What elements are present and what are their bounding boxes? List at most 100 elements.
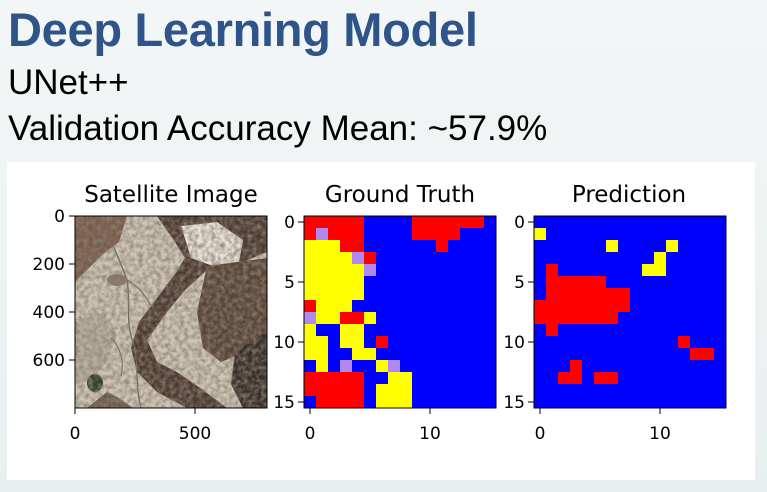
prediction-cell	[606, 336, 619, 349]
prediction-cell	[534, 276, 547, 289]
ground-truth-cell	[340, 216, 353, 229]
ground-truth-cell	[376, 324, 389, 337]
prediction-cell	[690, 276, 703, 289]
page-title: Deep Learning Model	[8, 3, 478, 56]
prediction-cell	[606, 360, 619, 373]
prediction-cell	[630, 396, 643, 409]
prediction-cell	[594, 300, 607, 313]
prediction-cell	[642, 228, 655, 241]
ground-truth-cell	[412, 252, 425, 265]
prediction-cell	[582, 396, 595, 409]
prediction-mask	[534, 216, 727, 409]
prediction-cell	[570, 348, 583, 361]
prediction-cell	[558, 336, 571, 349]
ground-truth-cell	[352, 228, 365, 241]
ground-truth-cell	[376, 396, 389, 409]
prediction-cell	[654, 384, 667, 397]
ground-truth-cell	[304, 216, 317, 229]
ground-truth-ytick: 0	[284, 213, 295, 233]
prediction-cell	[570, 384, 583, 397]
ground-truth-cell	[304, 264, 317, 277]
ground-truth-cell	[388, 288, 401, 301]
satellite-ytick: 400	[33, 303, 65, 323]
prediction-cell	[714, 288, 727, 301]
ground-truth-cell	[436, 396, 449, 409]
ground-truth-cell	[304, 372, 317, 385]
ground-truth-cell	[304, 324, 317, 337]
ground-truth-cell	[352, 336, 365, 349]
ground-truth-cell	[400, 264, 413, 277]
ground-truth-cell	[352, 300, 365, 313]
prediction-cell	[534, 348, 547, 361]
ground-truth-cell	[328, 264, 341, 277]
prediction-cell	[714, 312, 727, 325]
ground-truth-cell	[352, 360, 365, 373]
ground-truth-cell	[448, 360, 461, 373]
prediction-cell	[534, 228, 547, 241]
prediction-cell	[690, 396, 703, 409]
prediction-cell	[630, 324, 643, 337]
prediction-cell	[714, 252, 727, 265]
prediction-cell	[618, 252, 631, 265]
prediction-cell	[570, 288, 583, 301]
ground-truth-cell	[376, 384, 389, 397]
ground-truth-cell	[448, 396, 461, 409]
prediction-cell	[714, 228, 727, 241]
prediction-cell	[618, 216, 631, 229]
ground-truth-cell	[376, 312, 389, 325]
prediction-cell	[558, 384, 571, 397]
prediction-cell	[702, 216, 715, 229]
prediction-cell	[666, 264, 679, 277]
prediction-cell	[678, 396, 691, 409]
ground-truth-cell	[328, 276, 341, 289]
prediction-cell	[570, 228, 583, 241]
prediction-cell	[654, 372, 667, 385]
ground-truth-cell	[388, 396, 401, 409]
prediction-cell	[690, 372, 703, 385]
prediction-cell	[642, 276, 655, 289]
ground-truth-cell	[400, 312, 413, 325]
prediction-cell	[618, 384, 631, 397]
ground-truth-cell	[364, 372, 377, 385]
ground-truth-cell	[328, 240, 341, 253]
prediction-cell	[558, 288, 571, 301]
prediction-cell	[642, 396, 655, 409]
ground-truth-cell	[352, 240, 365, 253]
prediction-cell	[690, 324, 703, 337]
ground-truth-cell	[448, 384, 461, 397]
ground-truth-cell	[400, 240, 413, 253]
prediction-cell	[606, 216, 619, 229]
ground-truth-cell	[460, 384, 473, 397]
prediction-cell	[630, 264, 643, 277]
prediction-cell	[678, 336, 691, 349]
prediction-cell	[558, 372, 571, 385]
ground-truth-cell	[316, 396, 329, 409]
satellite-image	[75, 216, 267, 408]
ground-truth-cell	[448, 336, 461, 349]
ground-truth-cell	[388, 216, 401, 229]
ground-truth-cell	[400, 372, 413, 385]
prediction-cell	[690, 288, 703, 301]
ground-truth-cell	[388, 276, 401, 289]
ground-truth-cell	[388, 348, 401, 361]
prediction-cell	[702, 300, 715, 313]
ground-truth-cell	[364, 276, 377, 289]
ground-truth-cell	[328, 216, 341, 229]
ground-truth-cell	[484, 252, 497, 265]
ground-truth-cell	[328, 348, 341, 361]
prediction-cell	[618, 300, 631, 313]
prediction-cell	[606, 396, 619, 409]
prediction-cell	[642, 288, 655, 301]
prediction-cell	[714, 372, 727, 385]
prediction-cell	[654, 348, 667, 361]
ground-truth-cell	[436, 372, 449, 385]
ground-truth-cell	[400, 216, 413, 229]
ground-truth-cell	[412, 216, 425, 229]
prediction-cell	[666, 360, 679, 373]
prediction-cell	[558, 276, 571, 289]
prediction-cell	[594, 228, 607, 241]
prediction-cell	[570, 360, 583, 373]
prediction-cell	[546, 348, 559, 361]
ground-truth-cell	[460, 372, 473, 385]
prediction-cell	[582, 360, 595, 373]
